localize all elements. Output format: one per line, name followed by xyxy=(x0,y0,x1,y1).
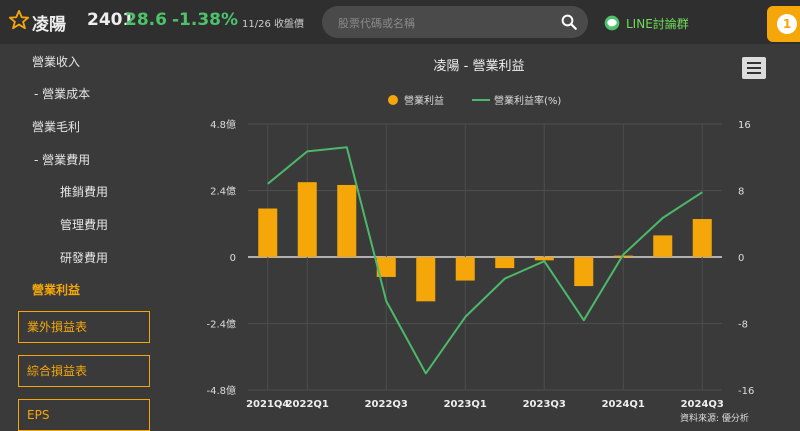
y-right-tick-label: -8 xyxy=(738,320,748,331)
legend-bar-marker xyxy=(388,95,398,105)
x-tick-label: 2022Q3 xyxy=(365,399,408,410)
sidebar-item-revenue[interactable]: 營業收入 xyxy=(32,55,81,69)
data-source: 資料來源: 優分析 xyxy=(680,414,749,424)
sidebar-item-admin-expense[interactable]: 管理費用 xyxy=(60,218,109,232)
y-left-tick-label: 4.8億 xyxy=(210,118,236,131)
y-right-tick-label: 8 xyxy=(738,187,744,198)
star-icon[interactable] xyxy=(8,9,30,31)
chart-menu-button[interactable] xyxy=(742,57,766,79)
y-right-tick-label: -16 xyxy=(738,386,754,397)
search-input[interactable] xyxy=(336,12,550,34)
sidebar-box-eps[interactable]: EPS xyxy=(18,399,150,431)
stock-price: 28.6 xyxy=(125,10,167,30)
bar-2021Q4[interactable] xyxy=(258,208,278,257)
line-group-label: LINE討論群 xyxy=(626,16,689,31)
top-header: 凌陽 2401 28.6 -1.38% 11/26 收盤價 LINE討論群 1 xyxy=(0,0,800,44)
bar-2023Q4[interactable] xyxy=(574,257,594,287)
x-tick-label: 2022Q1 xyxy=(286,399,329,410)
sidebar-box-comprehensive[interactable]: 綜合損益表 xyxy=(18,355,150,387)
bar-2024Q3[interactable] xyxy=(692,219,712,257)
chart-legend: 營業利益 營業利益率(%) xyxy=(388,94,561,107)
chart-title: 凌陽 - 營業利益 xyxy=(434,58,525,74)
price-change: -1.38% xyxy=(172,10,239,30)
bar-2022Q3[interactable] xyxy=(376,257,396,277)
y-left-tick-label: 0 xyxy=(230,253,236,264)
sidebar-item-operating-income[interactable]: 營業利益 xyxy=(32,283,81,297)
stock-code: 2401 xyxy=(87,10,135,30)
line-group-link[interactable]: LINE討論群 xyxy=(604,12,689,34)
y-right-tick-label: 0 xyxy=(738,253,744,264)
sidebar-item-operating-expense[interactable]: - 營業費用 xyxy=(34,153,91,167)
legend-bar-label: 營業利益 xyxy=(404,94,444,107)
bar-2024Q2[interactable] xyxy=(653,235,673,257)
bar-2023Q3[interactable] xyxy=(534,257,554,261)
sidebar: 營業收入 - 營業成本 營業毛利 - 營業費用 推銷費用 管理費用 研發費用 營… xyxy=(0,44,168,431)
margin-line[interactable] xyxy=(267,146,703,375)
y-right-tick-label: 16 xyxy=(738,120,751,131)
sidebar-item-rnd-expense[interactable]: 研發費用 xyxy=(60,251,109,265)
x-tick-label: 2023Q3 xyxy=(523,399,566,410)
sidebar-item-cost[interactable]: - 營業成本 xyxy=(34,87,91,101)
bar-2022Q4[interactable] xyxy=(416,257,436,302)
sidebar-box-non-operating[interactable]: 業外損益表 xyxy=(18,311,150,343)
bar-2023Q1[interactable] xyxy=(455,257,475,281)
notification-badge[interactable]: 1 xyxy=(767,6,800,42)
y-left-tick-label: 2.4億 xyxy=(210,185,236,198)
sidebar-item-gross-profit[interactable]: 營業毛利 xyxy=(32,120,81,134)
operating-income-chart: 凌陽 - 營業利益 營業利益 營業利益率(%) -4.8億 -16 -2.4億 -8 0… xyxy=(206,58,754,410)
bar-2022Q1[interactable] xyxy=(297,182,317,257)
y-left-tick-label: -4.8億 xyxy=(206,384,236,397)
search-icon[interactable] xyxy=(560,13,578,31)
legend-line-label: 營業利益率(%) xyxy=(494,94,561,107)
close-date-label: 11/26 收盤價 xyxy=(242,19,304,30)
line-chat-icon xyxy=(604,15,620,31)
notification-count: 1 xyxy=(777,14,797,34)
bar-2023Q2[interactable] xyxy=(495,257,515,269)
search-box xyxy=(322,6,588,38)
bar-2022Q2[interactable] xyxy=(337,184,357,257)
sidebar-item-selling-expense[interactable]: 推銷費用 xyxy=(60,185,109,199)
x-tick-label: 2024Q3 xyxy=(681,399,724,410)
x-tick-label: 2023Q1 xyxy=(444,399,487,410)
stock-name: 凌陽 xyxy=(32,15,66,35)
y-left-tick-label: -2.4億 xyxy=(206,318,236,331)
x-tick-label: 2021Q4 xyxy=(246,399,289,410)
x-tick-label: 2024Q1 xyxy=(602,399,645,410)
